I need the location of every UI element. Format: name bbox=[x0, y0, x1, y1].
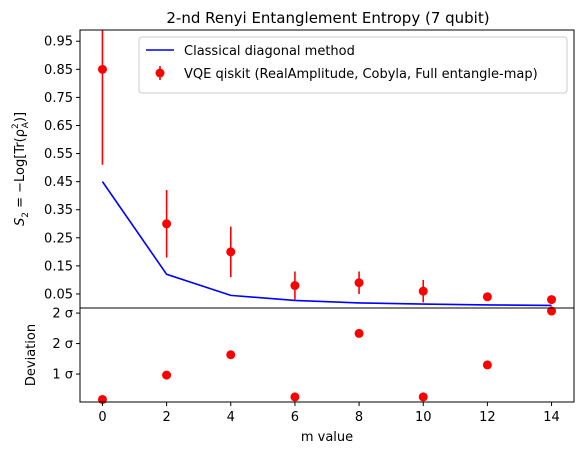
deviation-point bbox=[482, 360, 492, 370]
x-tick-label: 4 bbox=[227, 410, 235, 425]
x-tick-label: 6 bbox=[291, 410, 299, 425]
legend-entry-classical: Classical diagonal method bbox=[184, 44, 355, 59]
legend: Classical diagonal method VQE qiskit (Re… bbox=[138, 36, 568, 94]
bottom-panel: 1 σ 2 σ 2 σ 0 2 4 6 8 10 12 14 Deviation m value bbox=[24, 306, 575, 445]
deviation-point bbox=[547, 306, 557, 316]
x-tick-label: 8 bbox=[355, 410, 363, 425]
y-tick-label: 0.85 bbox=[44, 63, 73, 78]
y-tick-label: 0.15 bbox=[44, 259, 73, 274]
chart-title: 2-nd Renyi Entanglement Entropy (7 qubit… bbox=[166, 9, 489, 27]
bottom-y-ticks: 1 σ 2 σ 2 σ bbox=[52, 307, 80, 383]
legend-marker-swatch bbox=[155, 68, 165, 78]
top-plot-area bbox=[97, 30, 557, 307]
y-tick-label: 0.35 bbox=[44, 203, 73, 218]
y-tick-label: 0.75 bbox=[44, 91, 73, 106]
classical-line bbox=[101, 181, 552, 307]
top-panel: 0.05 0.15 0.25 0.35 0.45 0.55 0.65 0.75 0.85 0.95… bbox=[11, 29, 575, 309]
deviation-point bbox=[290, 392, 300, 402]
x-tick-label: 12 bbox=[479, 410, 496, 425]
deviation-tick-label: 2 σ bbox=[52, 337, 73, 352]
y-tick-label: 0.55 bbox=[44, 147, 73, 162]
bottom-y-axis-label: Deviation bbox=[24, 324, 39, 386]
deviation-tick-label: 2 σ bbox=[52, 307, 73, 322]
vqe-point bbox=[97, 64, 107, 74]
top-y-ticks: 0.05 0.15 0.25 0.35 0.45 0.55 0.65 0.75 0.85 0.95 bbox=[44, 35, 80, 302]
x-tick-label: 2 bbox=[162, 410, 170, 425]
bottom-x-ticks: 0 2 4 6 8 10 12 14 bbox=[98, 402, 560, 425]
y-tick-label: 0.95 bbox=[44, 35, 73, 50]
x-tick-label: 10 bbox=[415, 410, 432, 425]
deviation-point bbox=[226, 350, 236, 360]
vqe-point bbox=[482, 292, 492, 302]
vqe-point bbox=[418, 286, 428, 296]
deviation-point bbox=[354, 328, 364, 338]
y-tick-label: 0.25 bbox=[44, 231, 73, 246]
x-tick-label: 0 bbox=[98, 410, 106, 425]
y-tick-label: 0.05 bbox=[44, 287, 73, 302]
vqe-point bbox=[547, 295, 557, 305]
vqe-point bbox=[290, 281, 300, 291]
x-axis-label: m value bbox=[301, 430, 353, 445]
legend-box bbox=[138, 36, 568, 94]
top-y-axis-label: S2 = −Log[Tr(ρ2A)] bbox=[11, 112, 31, 226]
y-tick-label: 0.45 bbox=[44, 175, 73, 190]
x-tick-label: 14 bbox=[543, 410, 560, 425]
deviation-tick-label: 1 σ bbox=[52, 368, 73, 383]
legend-entry-vqe: VQE qiskit (RealAmplitude, Cobyla, Full … bbox=[184, 67, 538, 82]
deviation-point bbox=[418, 392, 428, 402]
y-tick-label: 0.65 bbox=[44, 119, 73, 134]
deviation-point bbox=[162, 370, 172, 380]
vqe-point bbox=[226, 247, 236, 257]
vqe-point bbox=[354, 278, 364, 288]
vqe-point bbox=[162, 219, 172, 229]
bottom-axes-frame bbox=[79, 307, 575, 403]
